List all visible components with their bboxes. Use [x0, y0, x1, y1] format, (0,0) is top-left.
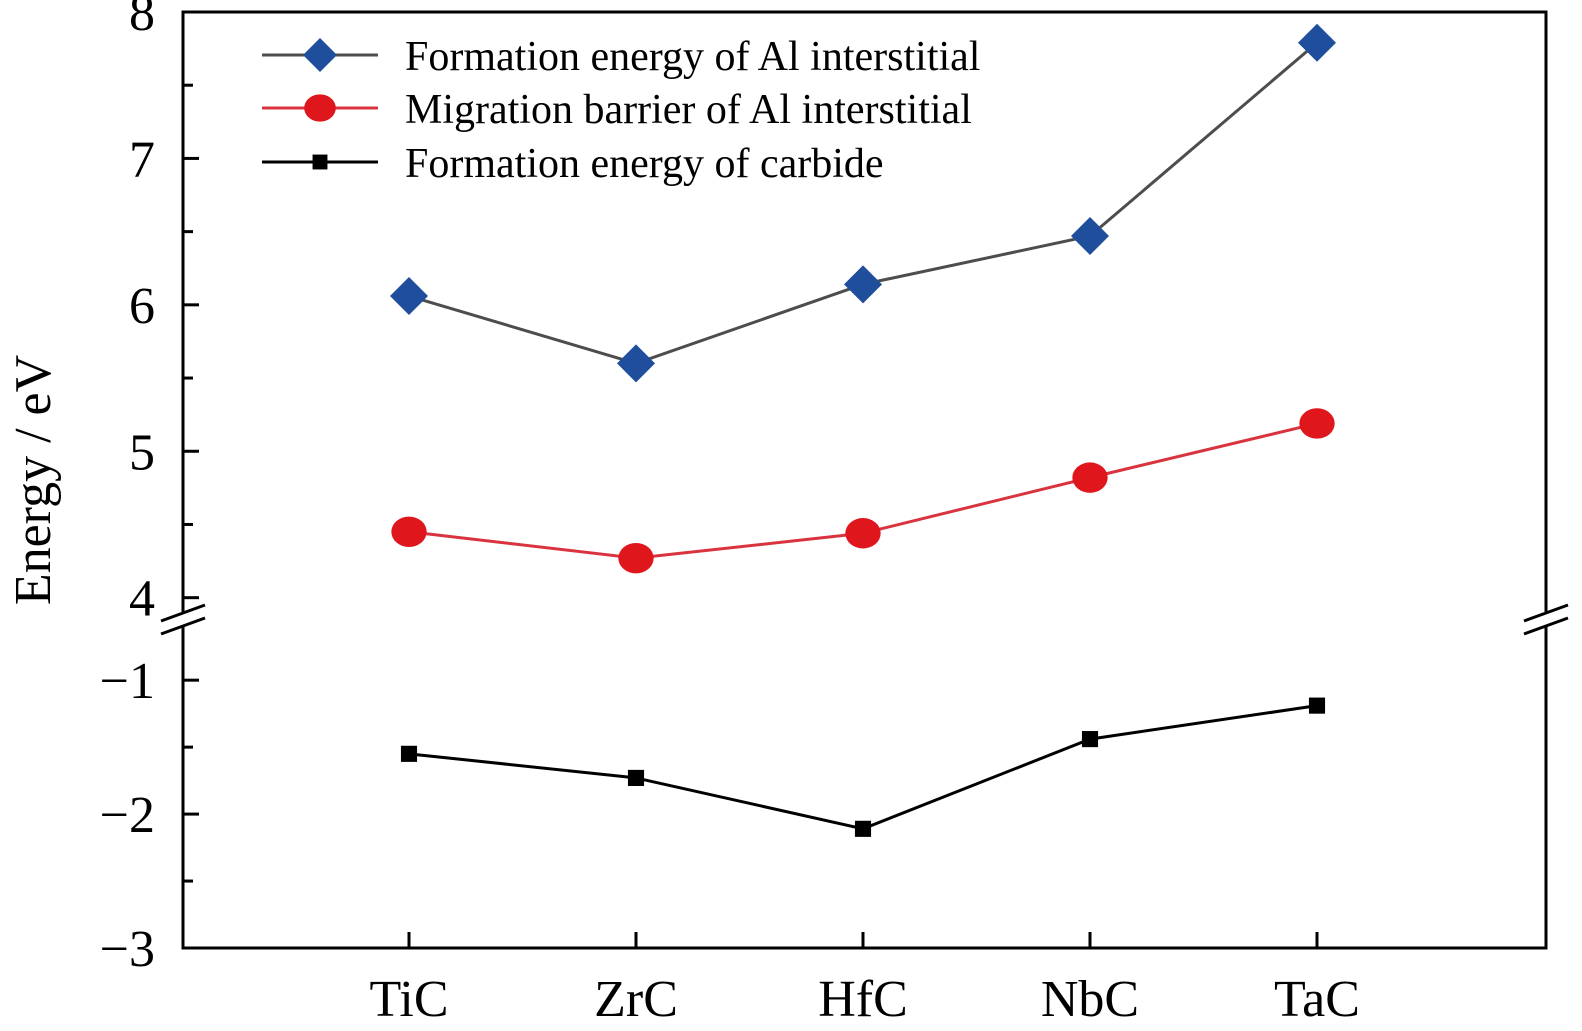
data-point: [854, 820, 872, 837]
y-tick-label: 8: [129, 0, 155, 42]
legend-label: Migration barrier of Al interstitial: [405, 87, 972, 133]
series-2: [391, 408, 1335, 574]
legend-label: Formation energy of Al interstitial: [405, 34, 980, 80]
legend: Formation energy of Al interstitial Migra…: [262, 34, 980, 187]
x-tick-label: HfC: [818, 971, 908, 1028]
data-point: [618, 542, 654, 574]
axis-break-mark-left-lower: [160, 616, 206, 636]
y-tick-label: 7: [129, 131, 155, 188]
axis-break: [160, 603, 1569, 636]
x-tick-label: NbC: [1041, 971, 1139, 1028]
series-layer: [390, 23, 1336, 837]
y-tick-label: 4: [129, 571, 155, 628]
y-tick-label: 6: [129, 278, 155, 335]
legend-item-3: Formation energy of carbide: [262, 141, 884, 187]
data-point: [1071, 217, 1109, 256]
data-point: [845, 518, 881, 549]
series-line-3: [408, 704, 1318, 831]
legend-marker: [312, 154, 328, 170]
y-tick-label: −2: [100, 787, 155, 844]
data-point: [391, 516, 427, 547]
data-point: [1081, 731, 1099, 748]
data-point: [627, 769, 645, 786]
x-tick-label: TaC: [1274, 971, 1360, 1028]
axis-break-mark-right-lower: [1523, 616, 1569, 636]
axis-break-mark-right-upper: [1523, 603, 1569, 623]
data-point: [1299, 408, 1335, 439]
x-tick-label: TiC: [369, 971, 448, 1028]
data-point: [617, 344, 655, 383]
x-tick-label: ZrC: [594, 971, 678, 1028]
series-1: [390, 23, 1336, 383]
legend-item-1: Formation energy of Al interstitial: [262, 34, 980, 80]
legend-marker: [303, 38, 337, 72]
data-point: [400, 745, 418, 762]
legend-label: Formation energy of carbide: [405, 141, 884, 187]
data-point: [1308, 697, 1326, 714]
data-point: [1298, 23, 1336, 62]
legend-item-2: Migration barrier of Al interstitial: [262, 87, 972, 133]
y-tick-label: 5: [129, 424, 155, 481]
axis-break-mark-left-upper: [160, 603, 206, 623]
data-point: [1072, 462, 1108, 493]
y-tick-label: −3: [100, 921, 155, 978]
data-point: [844, 265, 882, 304]
data-point: [390, 277, 428, 316]
series-3: [400, 697, 1326, 837]
legend-marker: [304, 94, 336, 122]
y-tick-label: −1: [100, 653, 155, 710]
axis-ticks: 4 5 6 7 8 −1 −2 −3 TiC ZrC HfC NbC TaC: [100, 0, 1360, 1028]
y-axis-title: Energy / eV: [5, 355, 62, 605]
